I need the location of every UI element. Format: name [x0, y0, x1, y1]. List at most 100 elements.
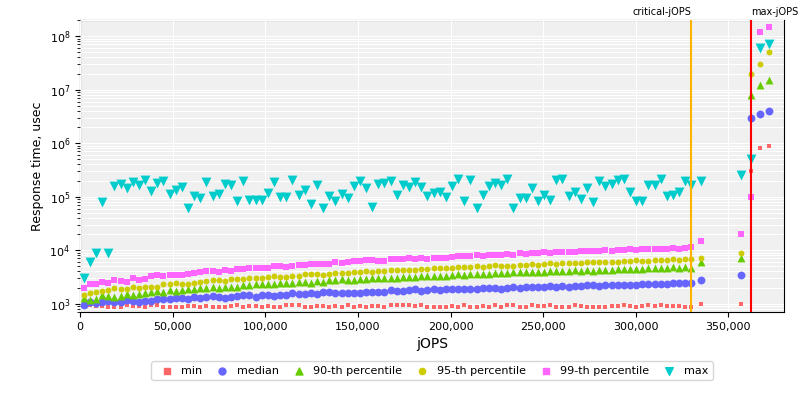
Point — [347, 277, 360, 284]
Point — [397, 302, 410, 308]
Point — [744, 114, 757, 121]
Point — [439, 273, 452, 279]
Point — [317, 205, 330, 211]
Point — [507, 252, 520, 258]
Point — [476, 285, 489, 291]
Point — [470, 204, 483, 211]
Point — [476, 303, 489, 309]
Point — [267, 263, 280, 270]
Point — [673, 256, 686, 263]
Point — [200, 284, 213, 291]
Point — [151, 302, 164, 308]
Point — [120, 291, 133, 297]
Point — [642, 246, 655, 253]
Point — [262, 190, 274, 196]
Point — [679, 264, 692, 270]
Point — [90, 300, 102, 306]
Point — [538, 191, 550, 198]
Point — [397, 266, 410, 273]
Point — [654, 302, 667, 309]
Point — [323, 261, 336, 267]
Point — [96, 199, 109, 205]
Point — [735, 172, 748, 178]
Point — [526, 261, 538, 268]
Point — [507, 262, 520, 269]
Point — [360, 268, 373, 274]
Point — [206, 293, 219, 300]
Point — [243, 282, 256, 289]
Point — [267, 280, 280, 287]
Point — [206, 277, 219, 284]
Point — [531, 269, 544, 275]
Point — [225, 276, 238, 282]
Point — [163, 304, 176, 310]
Point — [744, 156, 757, 162]
Point — [762, 49, 775, 56]
Point — [482, 304, 495, 310]
Point — [427, 304, 440, 310]
Point — [574, 283, 587, 290]
Point — [298, 262, 311, 269]
Point — [170, 280, 182, 286]
Point — [310, 260, 323, 267]
Point — [102, 298, 114, 304]
Point — [329, 270, 342, 276]
Point — [735, 255, 748, 262]
Point — [157, 178, 170, 184]
Point — [464, 303, 477, 310]
Point — [611, 259, 624, 265]
Point — [685, 256, 698, 262]
Point — [409, 179, 422, 186]
Point — [384, 177, 397, 184]
Point — [218, 284, 231, 290]
Point — [378, 274, 391, 281]
Point — [654, 246, 667, 252]
Point — [666, 245, 679, 252]
Point — [292, 262, 305, 268]
Point — [372, 181, 385, 188]
Point — [762, 41, 775, 48]
Point — [507, 284, 520, 290]
Point — [157, 289, 170, 295]
Point — [482, 262, 495, 269]
X-axis label: jOPS: jOPS — [416, 337, 448, 351]
Point — [317, 261, 330, 268]
Point — [335, 260, 348, 266]
Point — [170, 304, 182, 310]
Point — [754, 45, 766, 51]
Point — [212, 269, 225, 275]
Point — [458, 302, 470, 308]
Point — [366, 275, 378, 281]
Point — [280, 292, 293, 298]
Point — [286, 273, 298, 280]
Point — [206, 284, 219, 291]
Point — [96, 288, 109, 294]
Point — [744, 194, 757, 200]
Point — [83, 296, 96, 303]
Point — [494, 182, 507, 188]
Point — [200, 268, 213, 274]
Point — [531, 198, 544, 204]
Point — [243, 264, 256, 271]
Point — [133, 277, 146, 283]
Point — [556, 176, 569, 182]
Point — [200, 303, 213, 309]
Point — [310, 290, 323, 297]
Point — [550, 304, 562, 310]
Point — [329, 290, 342, 296]
Point — [188, 294, 201, 300]
Point — [372, 268, 385, 274]
Point — [402, 267, 415, 273]
Point — [145, 273, 158, 279]
Point — [354, 268, 366, 275]
Point — [544, 250, 557, 256]
Point — [145, 188, 158, 194]
Point — [90, 281, 102, 288]
Point — [378, 288, 391, 295]
Point — [519, 284, 532, 290]
Point — [427, 254, 440, 261]
Point — [249, 197, 262, 203]
Point — [305, 290, 318, 296]
Point — [212, 285, 225, 291]
Point — [317, 271, 330, 278]
